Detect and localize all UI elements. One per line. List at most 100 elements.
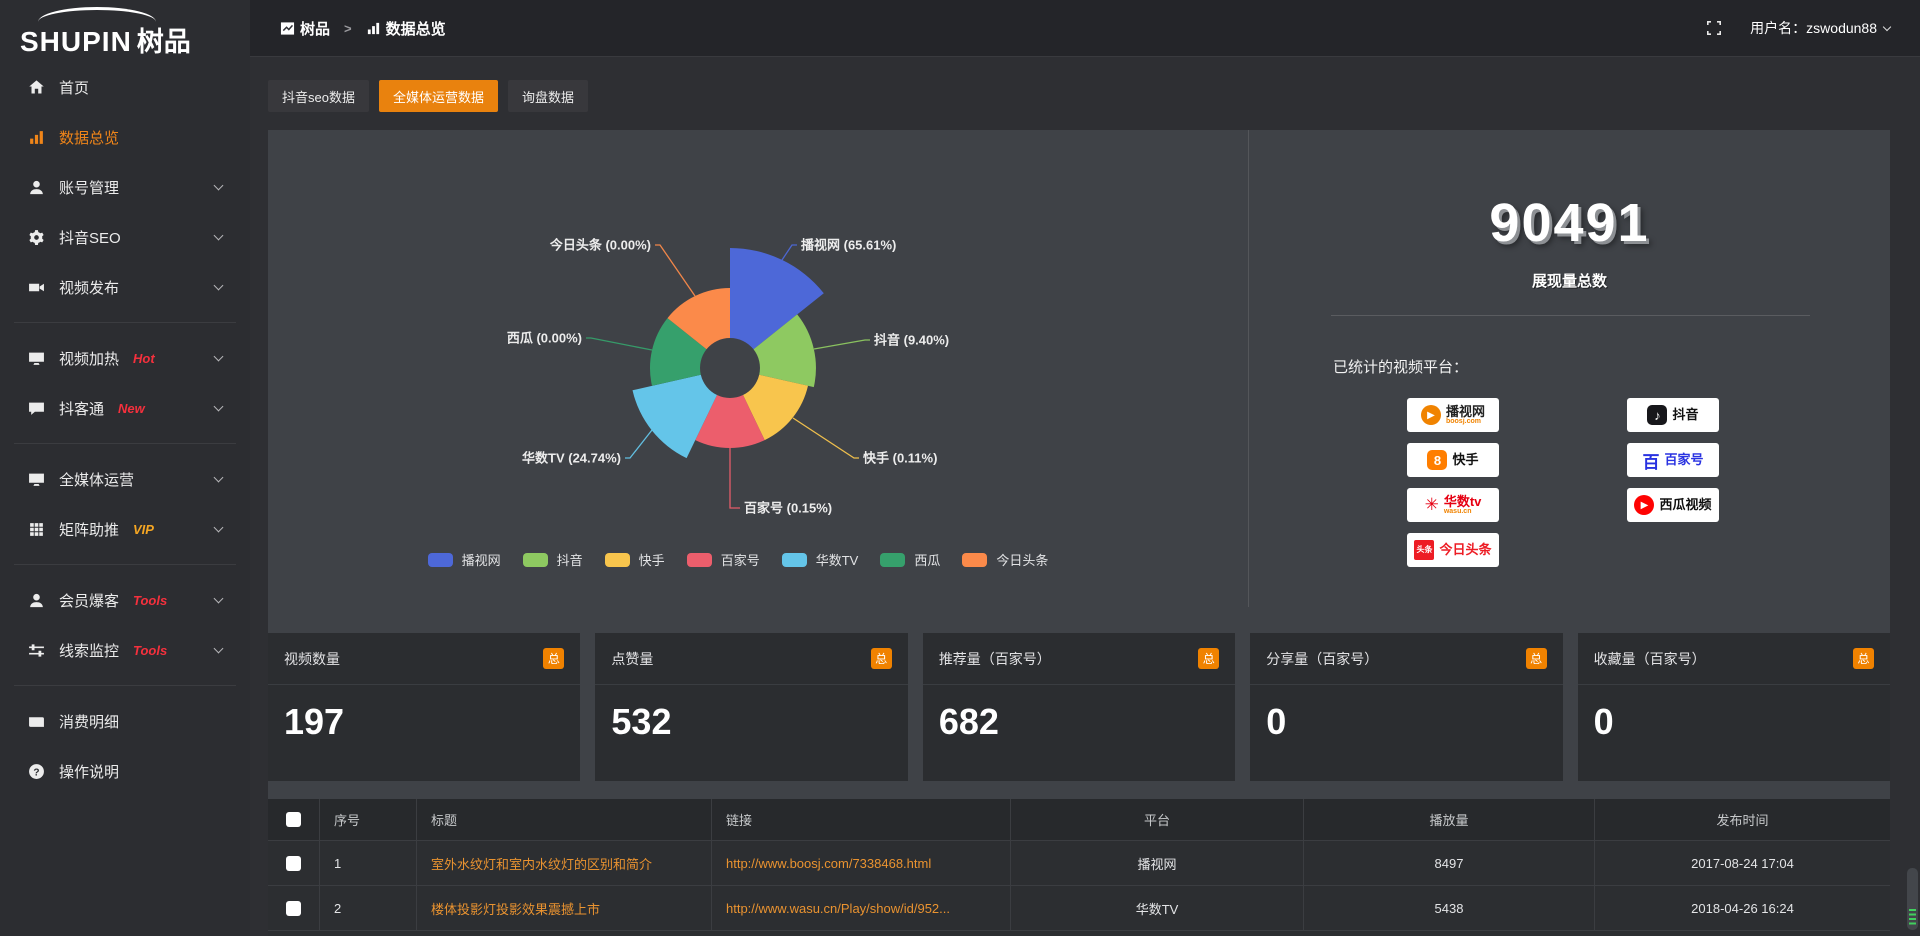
cell-title-link[interactable]: 楼体投影灯投影效果震撼上市: [417, 886, 712, 930]
legend-item[interactable]: 百家号: [686, 550, 760, 569]
platform-name: 今日头条: [1439, 542, 1492, 558]
sidebar-item[interactable]: 矩阵助推 VIP: [0, 504, 250, 554]
cell-no: 1: [320, 841, 417, 885]
cell-platform: 播视网: [1011, 841, 1304, 885]
column-header-no: 序号: [320, 799, 417, 840]
sidebar-item-icon: [28, 642, 45, 659]
sidebar-item-label: 全媒体运营: [59, 471, 135, 489]
platform-logo-icon: 8: [1427, 450, 1448, 470]
fullscreen-icon[interactable]: [1706, 20, 1722, 36]
sidebar-divider: [14, 443, 236, 444]
chevron-down-icon: [213, 280, 224, 291]
sidebar-item-label: 抖音SEO: [59, 229, 121, 247]
sidebar-item-icon: [28, 471, 45, 488]
sidebar-item-badge: Hot: [133, 350, 155, 366]
tab[interactable]: 询盘数据: [507, 80, 588, 112]
videos-table: 序号 标题 链接 平台 播放量 发布时间 1 室外水纹灯和室内水纹灯的区别和简介…: [268, 799, 1890, 936]
total-badge: 总: [1525, 648, 1547, 669]
legend-swatch: [781, 552, 807, 567]
sidebar-item-badge: Tools: [133, 592, 168, 608]
pie-slice: [753, 314, 816, 388]
sidebar-item-icon: [28, 129, 45, 146]
pie-slice: [743, 374, 808, 441]
sidebar-item-label: 账号管理: [59, 179, 120, 197]
sidebar-item[interactable]: 会员爆客 Tools: [0, 575, 250, 625]
username[interactable]: 用户名：zswodun88: [1750, 20, 1877, 36]
scrollbar[interactable]: [1907, 868, 1918, 930]
sidebar-item[interactable]: 数据总览: [0, 112, 250, 162]
tab[interactable]: 抖音seo数据: [268, 80, 369, 112]
legend-swatch: [604, 552, 630, 567]
row-checkbox[interactable]: [286, 855, 301, 871]
column-header-time: 发布时间: [1716, 813, 1769, 828]
scrollbar-stripes: [1909, 909, 1916, 926]
legend-label: 抖音: [556, 553, 583, 568]
sidebar-item-label: 抖客通: [59, 400, 105, 418]
cell-url-link[interactable]: http://www.boosj.com/7338468.html: [712, 841, 1011, 885]
platform-badge: ✳ 华数tv wasu.cn: [1407, 488, 1499, 522]
select-all-checkbox[interactable]: [286, 812, 301, 827]
stat-card-label: 视频数量: [284, 650, 340, 667]
rose-pie-chart[interactable]: 播视网 (65.61%) 抖音 (9.40%) 快手 (0.11%) 百家号 (0.1…: [268, 130, 1248, 607]
sidebar-item-icon: [28, 400, 45, 417]
legend-item[interactable]: 今日头条: [962, 550, 1048, 569]
sidebar-item-label: 会员爆客: [59, 592, 120, 610]
platform-badges: ▶ 播视网 boosj.com 8 快手: [1407, 398, 1719, 567]
dashboard-panel: 播视网 (65.61%) 抖音 (9.40%) 快手 (0.11%) 百家号 (0.1…: [268, 130, 1891, 936]
stat-card: 收藏量（百家号） 总 0: [1577, 633, 1891, 781]
row-checkbox[interactable]: [286, 900, 301, 916]
chart-legend: 播视网 抖音 快手 百家号 华数TV: [268, 550, 1208, 569]
platform-badge: ▶ 播视网 boosj.com: [1407, 398, 1499, 432]
pie-label: 西瓜 (0.00%): [507, 331, 582, 346]
legend-item[interactable]: 华数TV: [781, 550, 858, 569]
cell-url-link[interactable]: http://www.wasu.cn/Play/show/id/952...: [712, 886, 1011, 930]
legend-item[interactable]: 抖音: [522, 550, 583, 569]
sidebar-item[interactable]: 抖客通 New: [0, 383, 250, 433]
sidebar-item[interactable]: 线索监控 Tools: [0, 625, 250, 675]
sidebar: SHUPIN 树品 首页 数据总览: [0, 0, 250, 936]
platform-subtitle: boosj.com: [1445, 418, 1481, 426]
sidebar-item[interactable]: ? 操作说明: [0, 746, 250, 796]
stat-card-label: 分享量（百家号）: [1266, 650, 1379, 667]
sidebar-item-label: 消费明细: [59, 713, 120, 731]
cell-title-link[interactable]: 室外水纹灯和室内水纹灯的区别和简介: [417, 841, 712, 885]
legend-swatch: [962, 552, 988, 567]
sidebar-item[interactable]: 消费明细: [0, 696, 250, 746]
platform-logo-icon: ▶: [1420, 405, 1441, 425]
total-badge: 总: [1198, 648, 1220, 669]
platform-subtitle: wasu.cn: [1443, 508, 1472, 516]
chevron-down-icon[interactable]: [1882, 22, 1892, 32]
pie-label: 今日头条 (0.00%): [549, 238, 651, 253]
chart-panel: 播视网 (65.61%) 抖音 (9.40%) 快手 (0.11%) 百家号 (0.1…: [268, 130, 1890, 607]
sidebar-item[interactable]: 视频加热 Hot: [0, 333, 250, 383]
sidebar-item[interactable]: 视频发布: [0, 262, 250, 312]
legend-item[interactable]: 播视网: [427, 550, 501, 569]
platform-name: 西瓜视频: [1659, 497, 1712, 513]
breadcrumb-root[interactable]: 树品: [300, 20, 331, 38]
column-header-plays: 播放量: [1304, 799, 1595, 840]
cell-plays: 8497: [1304, 841, 1595, 885]
sidebar-item-icon: [28, 79, 45, 96]
main-content: 抖音seo数据 全媒体运营数据 询盘数据 播视网 (65.61%) 抖音 (9.40%…: [250, 57, 1920, 936]
breadcrumb: 树品 > 数据总览: [280, 18, 446, 39]
platform-badge: 头条 今日头条: [1407, 533, 1499, 567]
cell-time: 2017-08-24 17:04: [1691, 855, 1794, 871]
sidebar-item-label: 视频发布: [59, 279, 120, 297]
sidebar-item-label: 首页: [59, 79, 90, 97]
sidebar-item[interactable]: 抖音SEO: [0, 212, 250, 262]
sidebar-item-icon: ?: [28, 763, 45, 780]
pie-label: 华数TV (24.74%): [522, 451, 621, 466]
logo-arc: [38, 7, 156, 22]
sidebar-item[interactable]: 首页: [0, 62, 250, 112]
sidebar-item-icon: [28, 592, 45, 609]
pie-label-line: [792, 417, 859, 459]
pie-label-line: [813, 339, 870, 350]
tab[interactable]: 全媒体运营数据: [378, 80, 498, 112]
logo-text-en: SHUPIN: [20, 26, 132, 57]
sidebar-item[interactable]: 全媒体运营: [0, 454, 250, 504]
svg-text:?: ?: [33, 767, 39, 778]
table-row: 1 室外水纹灯和室内水纹灯的区别和简介 http://www.boosj.com…: [268, 841, 1890, 886]
legend-item[interactable]: 快手: [604, 550, 665, 569]
sidebar-item[interactable]: 账号管理: [0, 162, 250, 212]
legend-item[interactable]: 西瓜: [880, 550, 940, 569]
